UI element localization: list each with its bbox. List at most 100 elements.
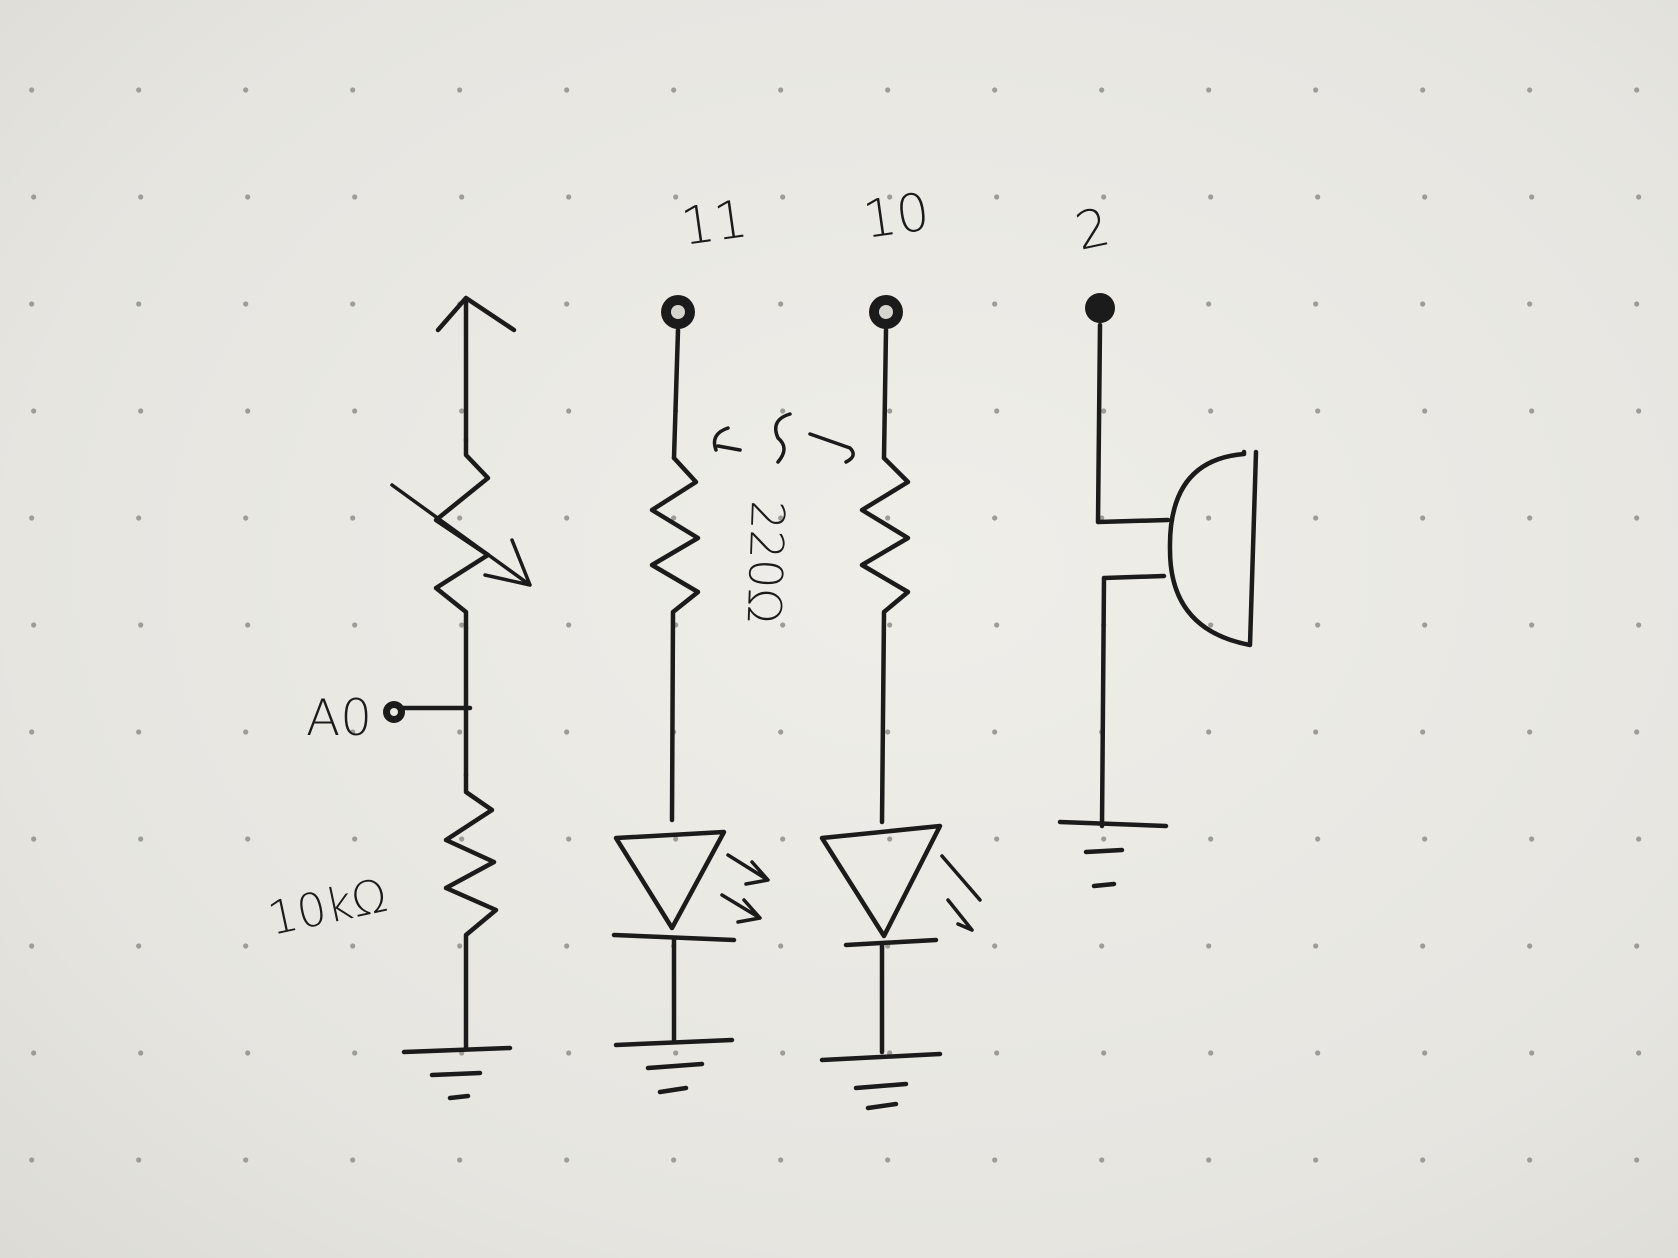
grid-dot	[1313, 515, 1319, 521]
grid-dot	[673, 194, 679, 200]
grid-dot	[671, 515, 677, 521]
pin-11-wire	[671, 327, 681, 461]
grid-dot	[778, 943, 784, 949]
grid-dot	[1206, 943, 1212, 949]
grid-dot	[994, 1050, 1000, 1056]
grid-dot	[673, 1050, 679, 1056]
grid-dot	[31, 1050, 37, 1056]
grid-dot	[138, 836, 144, 842]
grid-dot	[29, 729, 35, 735]
resistor-220-callout: 220Ω	[712, 412, 855, 625]
grid-dot	[994, 194, 1000, 200]
grid-dot	[1208, 836, 1214, 842]
grid-dot	[1206, 87, 1212, 93]
variable-resistor-arrow	[390, 483, 532, 587]
grid-dot	[1315, 408, 1321, 414]
grid-dot	[778, 1157, 784, 1163]
grid-dot	[352, 836, 358, 842]
grid-dot	[778, 87, 784, 93]
grid-dot	[1420, 1157, 1426, 1163]
grid-dot	[138, 1050, 144, 1056]
grid-dot	[1634, 1157, 1640, 1163]
grid-dot	[136, 301, 142, 307]
grid-dot	[459, 836, 465, 842]
grid-dot	[1634, 515, 1640, 521]
grid-dot	[1420, 729, 1426, 735]
grid-dot	[29, 301, 35, 307]
grid-dot	[887, 194, 893, 200]
grid-dot	[1422, 1050, 1428, 1056]
grid-dot	[136, 729, 142, 735]
grid-dot	[1313, 729, 1319, 735]
grid-dot	[1529, 408, 1535, 414]
grid-dot	[1422, 622, 1428, 628]
grid-dot	[1636, 194, 1642, 200]
grid-dot	[1313, 301, 1319, 307]
grid-dot	[1529, 1050, 1535, 1056]
grid-dot	[1529, 194, 1535, 200]
grid-dot	[673, 836, 679, 842]
grid-dot	[245, 408, 251, 414]
grid-dot	[566, 622, 572, 628]
grid-dot	[780, 408, 786, 414]
grid-dot	[778, 301, 784, 307]
grid-dot	[457, 943, 463, 949]
grid-dot	[1529, 836, 1535, 842]
grid-dot	[1101, 1050, 1107, 1056]
grid-dot	[992, 87, 998, 93]
pin-11-label: 11	[677, 189, 751, 258]
grid-dot	[1315, 194, 1321, 200]
grid-dot	[780, 1050, 786, 1056]
dot-grid	[29, 87, 1642, 1163]
grid-dot	[29, 87, 35, 93]
led-circuit-pin-11: 11	[611, 189, 770, 1095]
pin-2-wire	[1095, 322, 1171, 525]
grid-dot	[29, 943, 35, 949]
grid-dot	[457, 515, 463, 521]
grid-dot	[459, 194, 465, 200]
grid-dot	[885, 729, 891, 735]
grid-dot	[350, 515, 356, 521]
ground-3	[819, 1051, 943, 1111]
grid-dot	[564, 515, 570, 521]
grid-dot	[352, 408, 358, 414]
grid-dot	[1527, 301, 1533, 307]
grid-dot	[1527, 1157, 1533, 1163]
grid-dot	[31, 194, 37, 200]
ground-1	[401, 1045, 513, 1101]
grid-dot	[243, 943, 249, 949]
grid-dot	[31, 622, 37, 628]
grid-dot	[1420, 515, 1426, 521]
ground-2	[613, 1037, 735, 1095]
resistor-220-label: 220Ω	[737, 500, 795, 625]
grid-dot	[457, 729, 463, 735]
grid-dot	[1636, 622, 1642, 628]
grid-dot	[1208, 194, 1214, 200]
grid-dot	[992, 301, 998, 307]
grid-dot	[1099, 515, 1105, 521]
grid-dot	[1099, 87, 1105, 93]
grid-dot	[459, 622, 465, 628]
grid-dot	[136, 87, 142, 93]
pin-10-wire	[881, 327, 889, 461]
grid-dot	[350, 1157, 356, 1163]
grid-dot	[1315, 836, 1321, 842]
supply-arrow	[435, 295, 517, 443]
grid-dot	[243, 1157, 249, 1163]
grid-dot	[1420, 301, 1426, 307]
brace-right	[808, 432, 855, 464]
grid-dot	[1101, 408, 1107, 414]
piezo-buzzer	[1167, 449, 1259, 648]
led-11-triangle	[613, 829, 727, 931]
grid-dot	[671, 1157, 677, 1163]
grid-dot	[1206, 729, 1212, 735]
grid-dot	[1422, 836, 1428, 842]
grid-dot	[566, 836, 572, 842]
grid-dot	[1636, 836, 1642, 842]
grid-dot	[352, 194, 358, 200]
grid-dot	[564, 943, 570, 949]
grid-dot	[780, 836, 786, 842]
grid-dot	[29, 1157, 35, 1163]
grid-dot	[457, 1157, 463, 1163]
